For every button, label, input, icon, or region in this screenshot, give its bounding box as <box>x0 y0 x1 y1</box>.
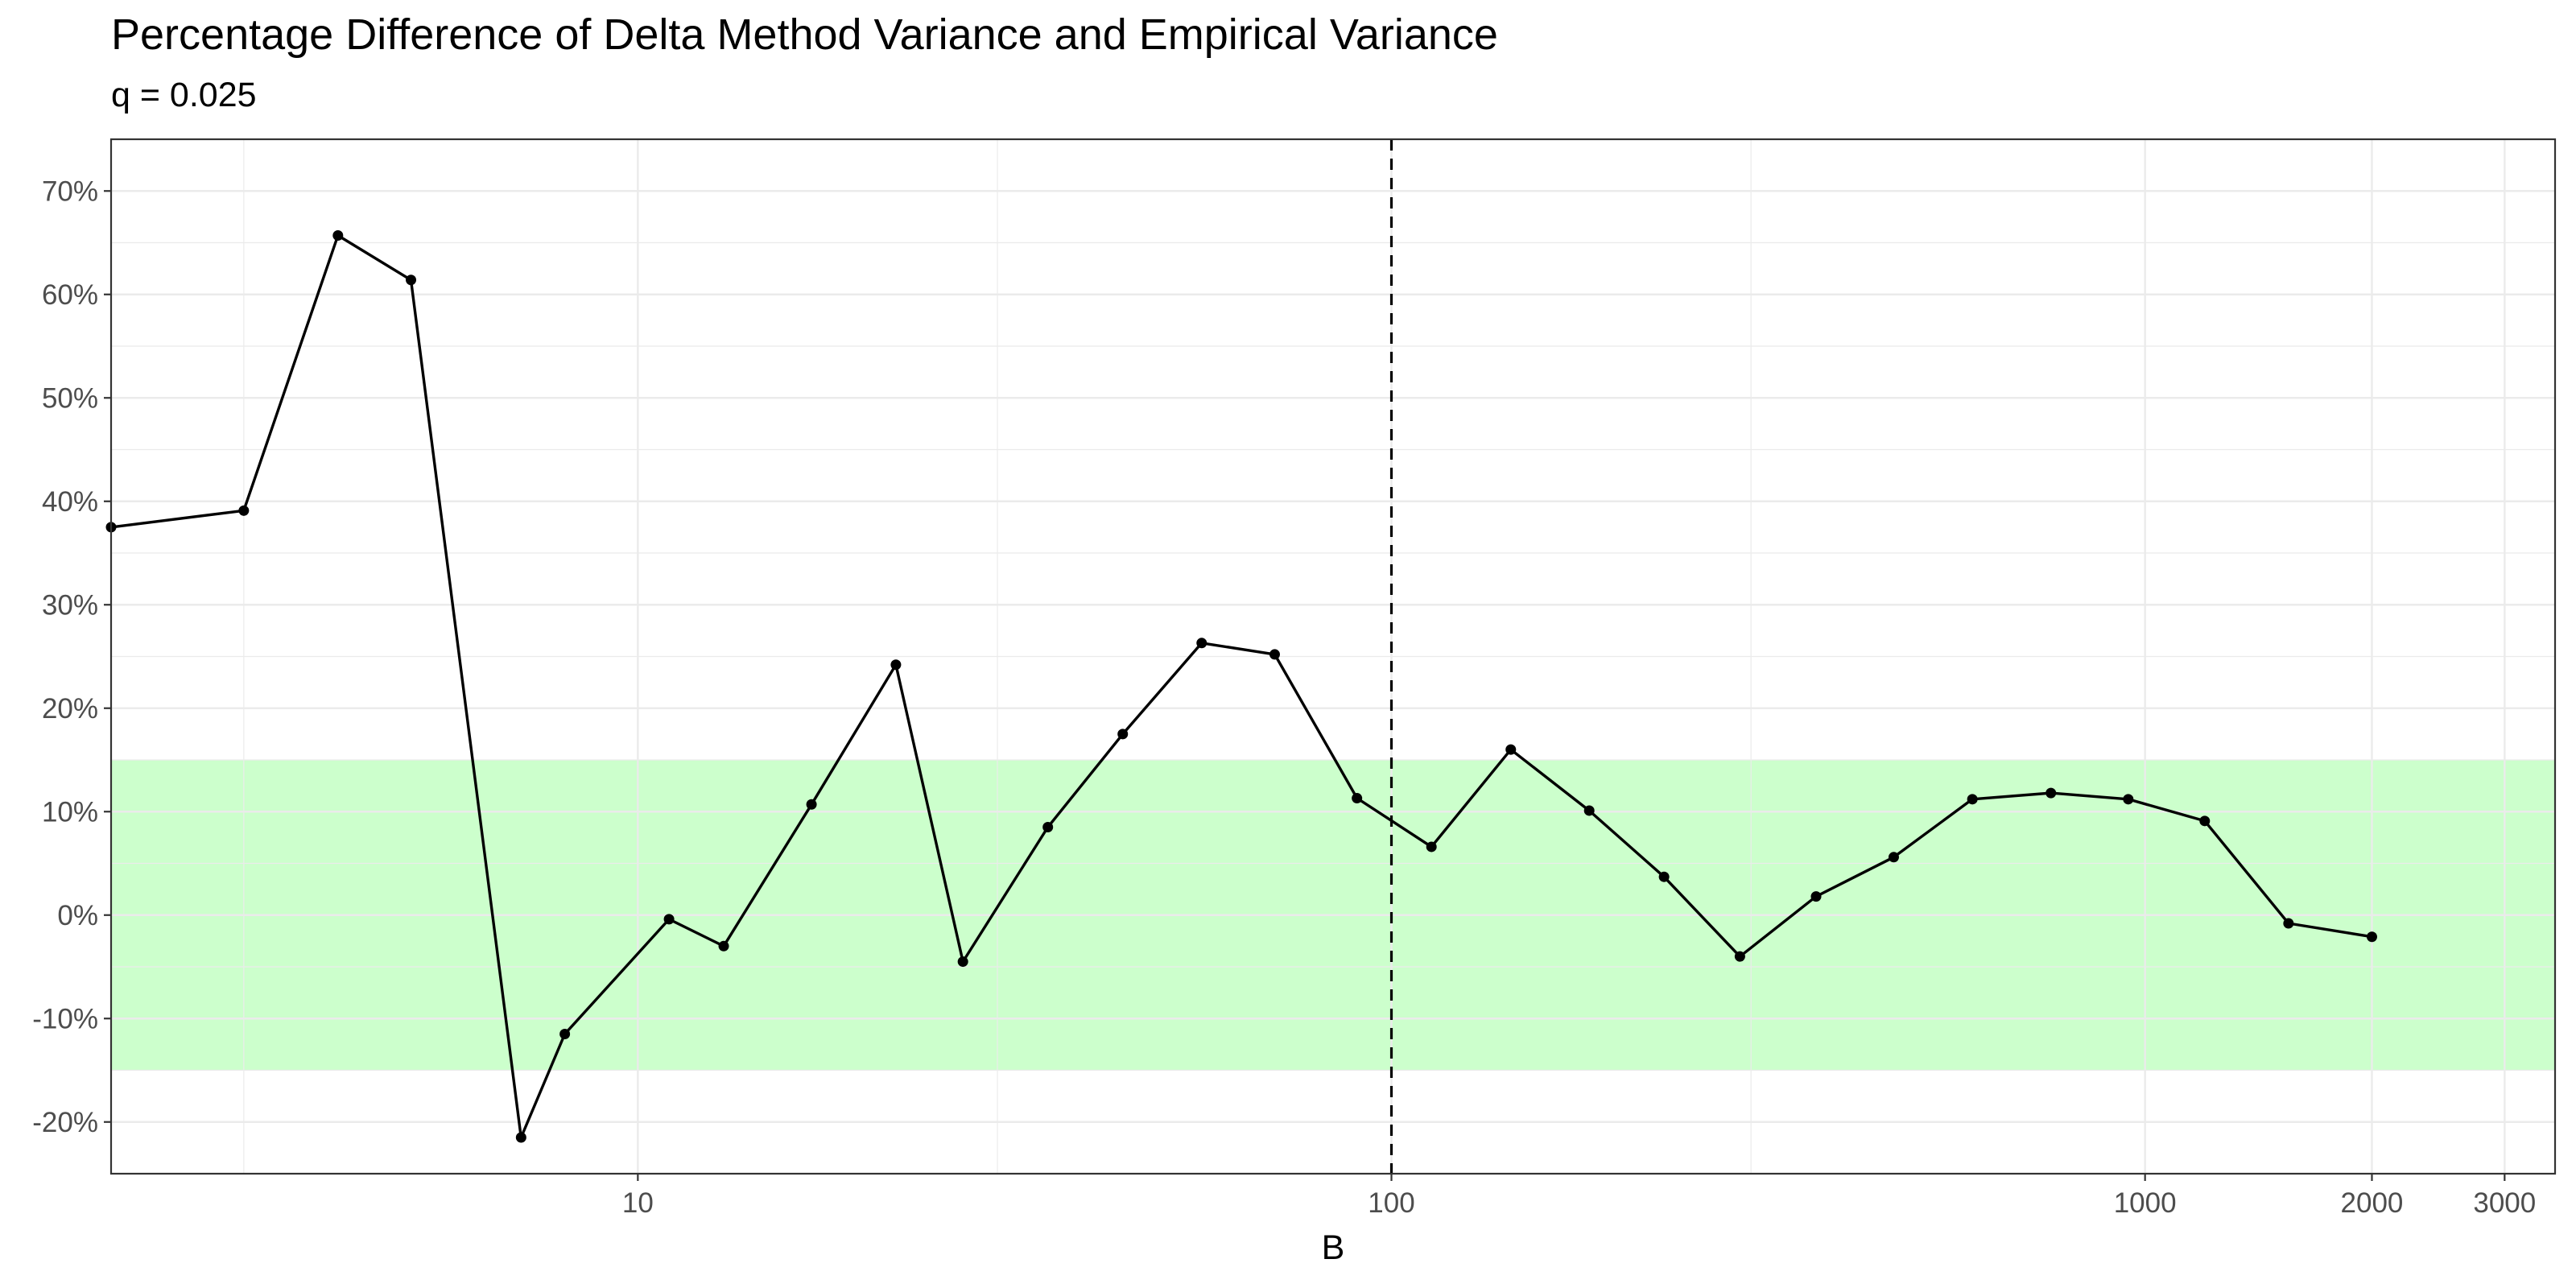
data-point <box>957 956 968 968</box>
x-tick-label: 100 <box>1368 1187 1414 1219</box>
y-axis: -20% -10% 0% 10% 20% 30% 40% 50% 60% 70% <box>32 175 111 1138</box>
data-point <box>1810 891 1822 902</box>
y-tick-label: -10% <box>32 1003 98 1034</box>
data-point <box>332 230 344 242</box>
data-point <box>2123 794 2134 805</box>
y-tick-label: 10% <box>42 796 98 828</box>
x-tick-label: 10 <box>622 1187 654 1219</box>
x-axis-title: B <box>1322 1228 1345 1267</box>
data-point <box>1734 951 1745 962</box>
data-point <box>1967 794 1978 805</box>
data-point <box>1583 805 1595 816</box>
data-point <box>406 275 417 286</box>
data-point <box>890 659 902 671</box>
plot-panel-border <box>109 138 2557 1175</box>
y-tick-label: 60% <box>42 279 98 311</box>
data-point <box>515 1132 526 1143</box>
chart-subtitle: q = 0.025 <box>111 76 257 114</box>
x-axis: 10 100 1000 2000 3000 <box>622 1174 2536 1219</box>
data-point <box>1888 852 1899 863</box>
data-points <box>105 230 2377 1143</box>
chart-title: Percentage Difference of Delta Method Va… <box>111 10 1498 59</box>
data-point <box>1352 793 1363 804</box>
y-tick-label: 50% <box>42 382 98 414</box>
data-point <box>559 1029 571 1040</box>
data-point <box>1117 729 1129 740</box>
y-tick-label: 70% <box>42 175 98 207</box>
y-tick-label: 40% <box>42 486 98 518</box>
y-tick-label: -20% <box>32 1107 98 1138</box>
data-point <box>238 505 250 516</box>
data-point <box>1505 744 1517 755</box>
data-point <box>2199 815 2211 827</box>
x-tick-label: 1000 <box>2114 1187 2177 1219</box>
data-point <box>2046 787 2057 799</box>
y-tick-label: 20% <box>42 693 98 724</box>
data-point <box>1658 871 1670 882</box>
data-point <box>718 940 729 952</box>
data-point <box>1426 841 1437 852</box>
gridlines <box>111 139 2555 1174</box>
y-tick-label: 0% <box>57 900 98 931</box>
data-point <box>2366 931 2377 943</box>
data-point <box>1269 649 1280 660</box>
data-point <box>1042 822 1054 833</box>
data-point <box>2283 918 2294 929</box>
data-point <box>1196 638 1208 649</box>
x-tick-label: 3000 <box>2473 1187 2536 1219</box>
y-tick-label: 30% <box>42 589 98 621</box>
data-point <box>806 799 817 810</box>
x-tick-label: 2000 <box>2341 1187 2404 1219</box>
data-point <box>663 914 675 925</box>
